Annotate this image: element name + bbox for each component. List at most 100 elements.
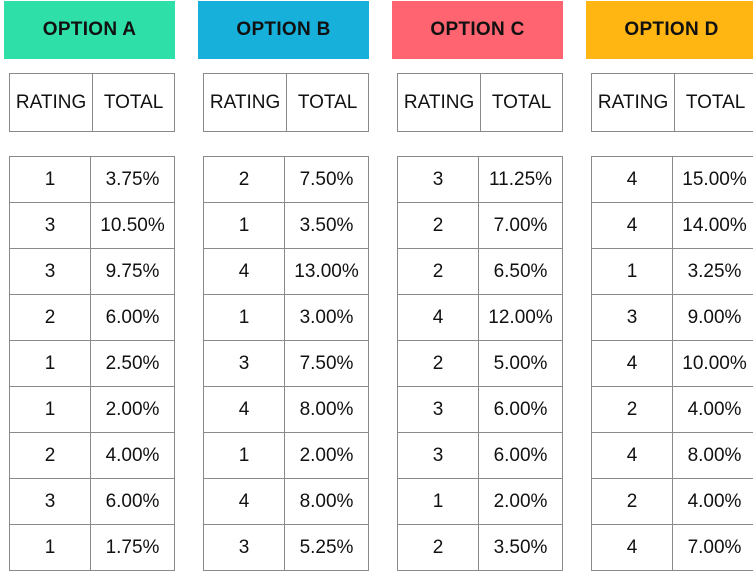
rating-cell: 1 bbox=[204, 295, 285, 341]
rating-cell: 3 bbox=[204, 525, 285, 571]
rating-column-header: RATING bbox=[10, 74, 93, 132]
rating-cell: 4 bbox=[592, 157, 673, 203]
total-cell: 8.00% bbox=[285, 387, 369, 433]
total-cell: 3.50% bbox=[479, 525, 563, 571]
rating-cell: 4 bbox=[592, 525, 673, 571]
rating-cell: 3 bbox=[10, 479, 91, 525]
total-column-header: TOTAL bbox=[93, 74, 175, 132]
option-header: OPTION A bbox=[4, 1, 175, 59]
total-cell: 10.00% bbox=[673, 341, 753, 387]
rating-cell: 1 bbox=[592, 249, 673, 295]
rating-cell: 4 bbox=[204, 387, 285, 433]
total-cell: 8.00% bbox=[285, 479, 369, 525]
rating-cell: 1 bbox=[10, 387, 91, 433]
total-cell: 14.00% bbox=[673, 203, 753, 249]
rating-cell: 1 bbox=[10, 525, 91, 571]
rating-cell: 1 bbox=[10, 341, 91, 387]
total-cell: 7.00% bbox=[673, 525, 753, 571]
total-cell: 7.50% bbox=[285, 157, 369, 203]
rating-cell: 4 bbox=[398, 295, 479, 341]
total-column-header: TOTAL bbox=[287, 74, 369, 132]
rating-cell: 2 bbox=[592, 387, 673, 433]
total-cell: 7.00% bbox=[479, 203, 563, 249]
total-cell: 4.00% bbox=[673, 387, 753, 433]
option-header: OPTION B bbox=[198, 1, 369, 59]
total-cell: 6.00% bbox=[479, 433, 563, 479]
total-cell: 6.00% bbox=[91, 295, 175, 341]
rating-cell: 2 bbox=[592, 479, 673, 525]
rating-cell: 3 bbox=[398, 433, 479, 479]
total-cell: 4.00% bbox=[673, 479, 753, 525]
total-cell: 6.00% bbox=[479, 387, 563, 433]
rating-cell: 4 bbox=[204, 249, 285, 295]
total-cell: 15.00% bbox=[673, 157, 753, 203]
rating-column-header: RATING bbox=[204, 74, 287, 132]
rating-cell: 2 bbox=[398, 203, 479, 249]
total-cell: 12.00% bbox=[479, 295, 563, 341]
total-cell: 9.75% bbox=[91, 249, 175, 295]
rating-cell: 3 bbox=[592, 295, 673, 341]
total-cell: 8.00% bbox=[673, 433, 753, 479]
total-cell: 2.00% bbox=[91, 387, 175, 433]
rating-cell: 1 bbox=[204, 203, 285, 249]
total-cell: 2.00% bbox=[479, 479, 563, 525]
rating-cell: 4 bbox=[592, 341, 673, 387]
total-column-header: TOTAL bbox=[481, 74, 563, 132]
rating-cell: 4 bbox=[592, 203, 673, 249]
rating-column-header: RATING bbox=[592, 74, 675, 132]
total-cell: 1.75% bbox=[91, 525, 175, 571]
rating-cell: 2 bbox=[204, 157, 285, 203]
total-cell: 10.50% bbox=[91, 203, 175, 249]
rating-cell: 2 bbox=[398, 249, 479, 295]
total-cell: 2.50% bbox=[91, 341, 175, 387]
total-cell: 3.75% bbox=[91, 157, 175, 203]
total-cell: 5.00% bbox=[479, 341, 563, 387]
rating-cell: 3 bbox=[10, 249, 91, 295]
rating-cell: 3 bbox=[398, 387, 479, 433]
rating-cell: 2 bbox=[10, 295, 91, 341]
total-column-header: TOTAL bbox=[675, 74, 753, 132]
rating-column-header: RATING bbox=[398, 74, 481, 132]
rating-cell: 1 bbox=[204, 433, 285, 479]
total-cell: 6.00% bbox=[91, 479, 175, 525]
total-cell: 13.00% bbox=[285, 249, 369, 295]
total-cell: 9.00% bbox=[673, 295, 753, 341]
rating-cell: 3 bbox=[10, 203, 91, 249]
option-header: OPTION C bbox=[392, 1, 563, 59]
